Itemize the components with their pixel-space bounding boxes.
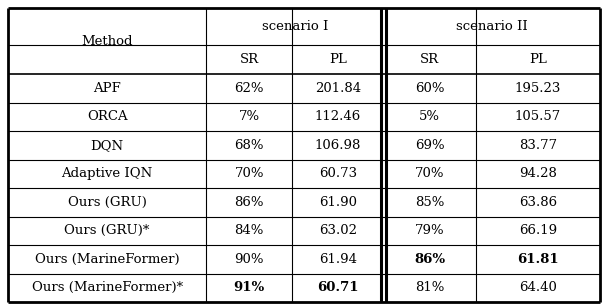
Text: 70%: 70% [235,167,264,180]
Text: 112.46: 112.46 [315,110,361,124]
Text: 94.28: 94.28 [519,167,557,180]
Text: 91%: 91% [233,281,265,294]
Text: scenario II: scenario II [456,20,528,33]
Text: PL: PL [329,53,347,66]
Text: 61.94: 61.94 [319,253,357,266]
Text: ORCA: ORCA [87,110,128,124]
Text: 61.81: 61.81 [517,253,559,266]
Text: 60%: 60% [415,82,444,95]
Text: SR: SR [420,53,440,66]
Text: 90%: 90% [235,253,264,266]
Text: Adaptive IQN: Adaptive IQN [61,167,153,180]
Text: Ours (GRU): Ours (GRU) [67,196,147,209]
Text: 66.19: 66.19 [519,224,557,237]
Text: 79%: 79% [415,224,444,237]
Text: Ours (MarineFormer): Ours (MarineFormer) [35,253,179,266]
Text: Ours (MarineFormer)*: Ours (MarineFormer)* [32,281,183,294]
Text: 81%: 81% [415,281,444,294]
Text: 63.86: 63.86 [519,196,557,209]
Text: Ours (GRU)*: Ours (GRU)* [64,224,150,237]
Text: 62%: 62% [235,82,264,95]
Text: 195.23: 195.23 [514,82,561,95]
Text: 105.57: 105.57 [515,110,561,124]
Text: 68%: 68% [235,139,264,152]
Text: 60.73: 60.73 [319,167,357,180]
Text: 86%: 86% [235,196,264,209]
Text: APF: APF [93,82,121,95]
Text: 5%: 5% [420,110,440,124]
Text: 7%: 7% [239,110,260,124]
Text: scenario I: scenario I [262,20,328,33]
Text: 60.71: 60.71 [317,281,359,294]
Text: 64.40: 64.40 [519,281,557,294]
Text: 83.77: 83.77 [519,139,557,152]
Text: 70%: 70% [415,167,444,180]
Text: 201.84: 201.84 [315,82,361,95]
Text: 84%: 84% [235,224,264,237]
Text: 61.90: 61.90 [319,196,357,209]
Text: DQN: DQN [91,139,123,152]
Text: 63.02: 63.02 [319,224,357,237]
Text: PL: PL [529,53,547,66]
Text: Method: Method [81,34,133,47]
Text: 85%: 85% [415,196,444,209]
Text: 106.98: 106.98 [315,139,361,152]
Text: 86%: 86% [414,253,446,266]
Text: SR: SR [240,53,259,66]
Text: 69%: 69% [415,139,444,152]
